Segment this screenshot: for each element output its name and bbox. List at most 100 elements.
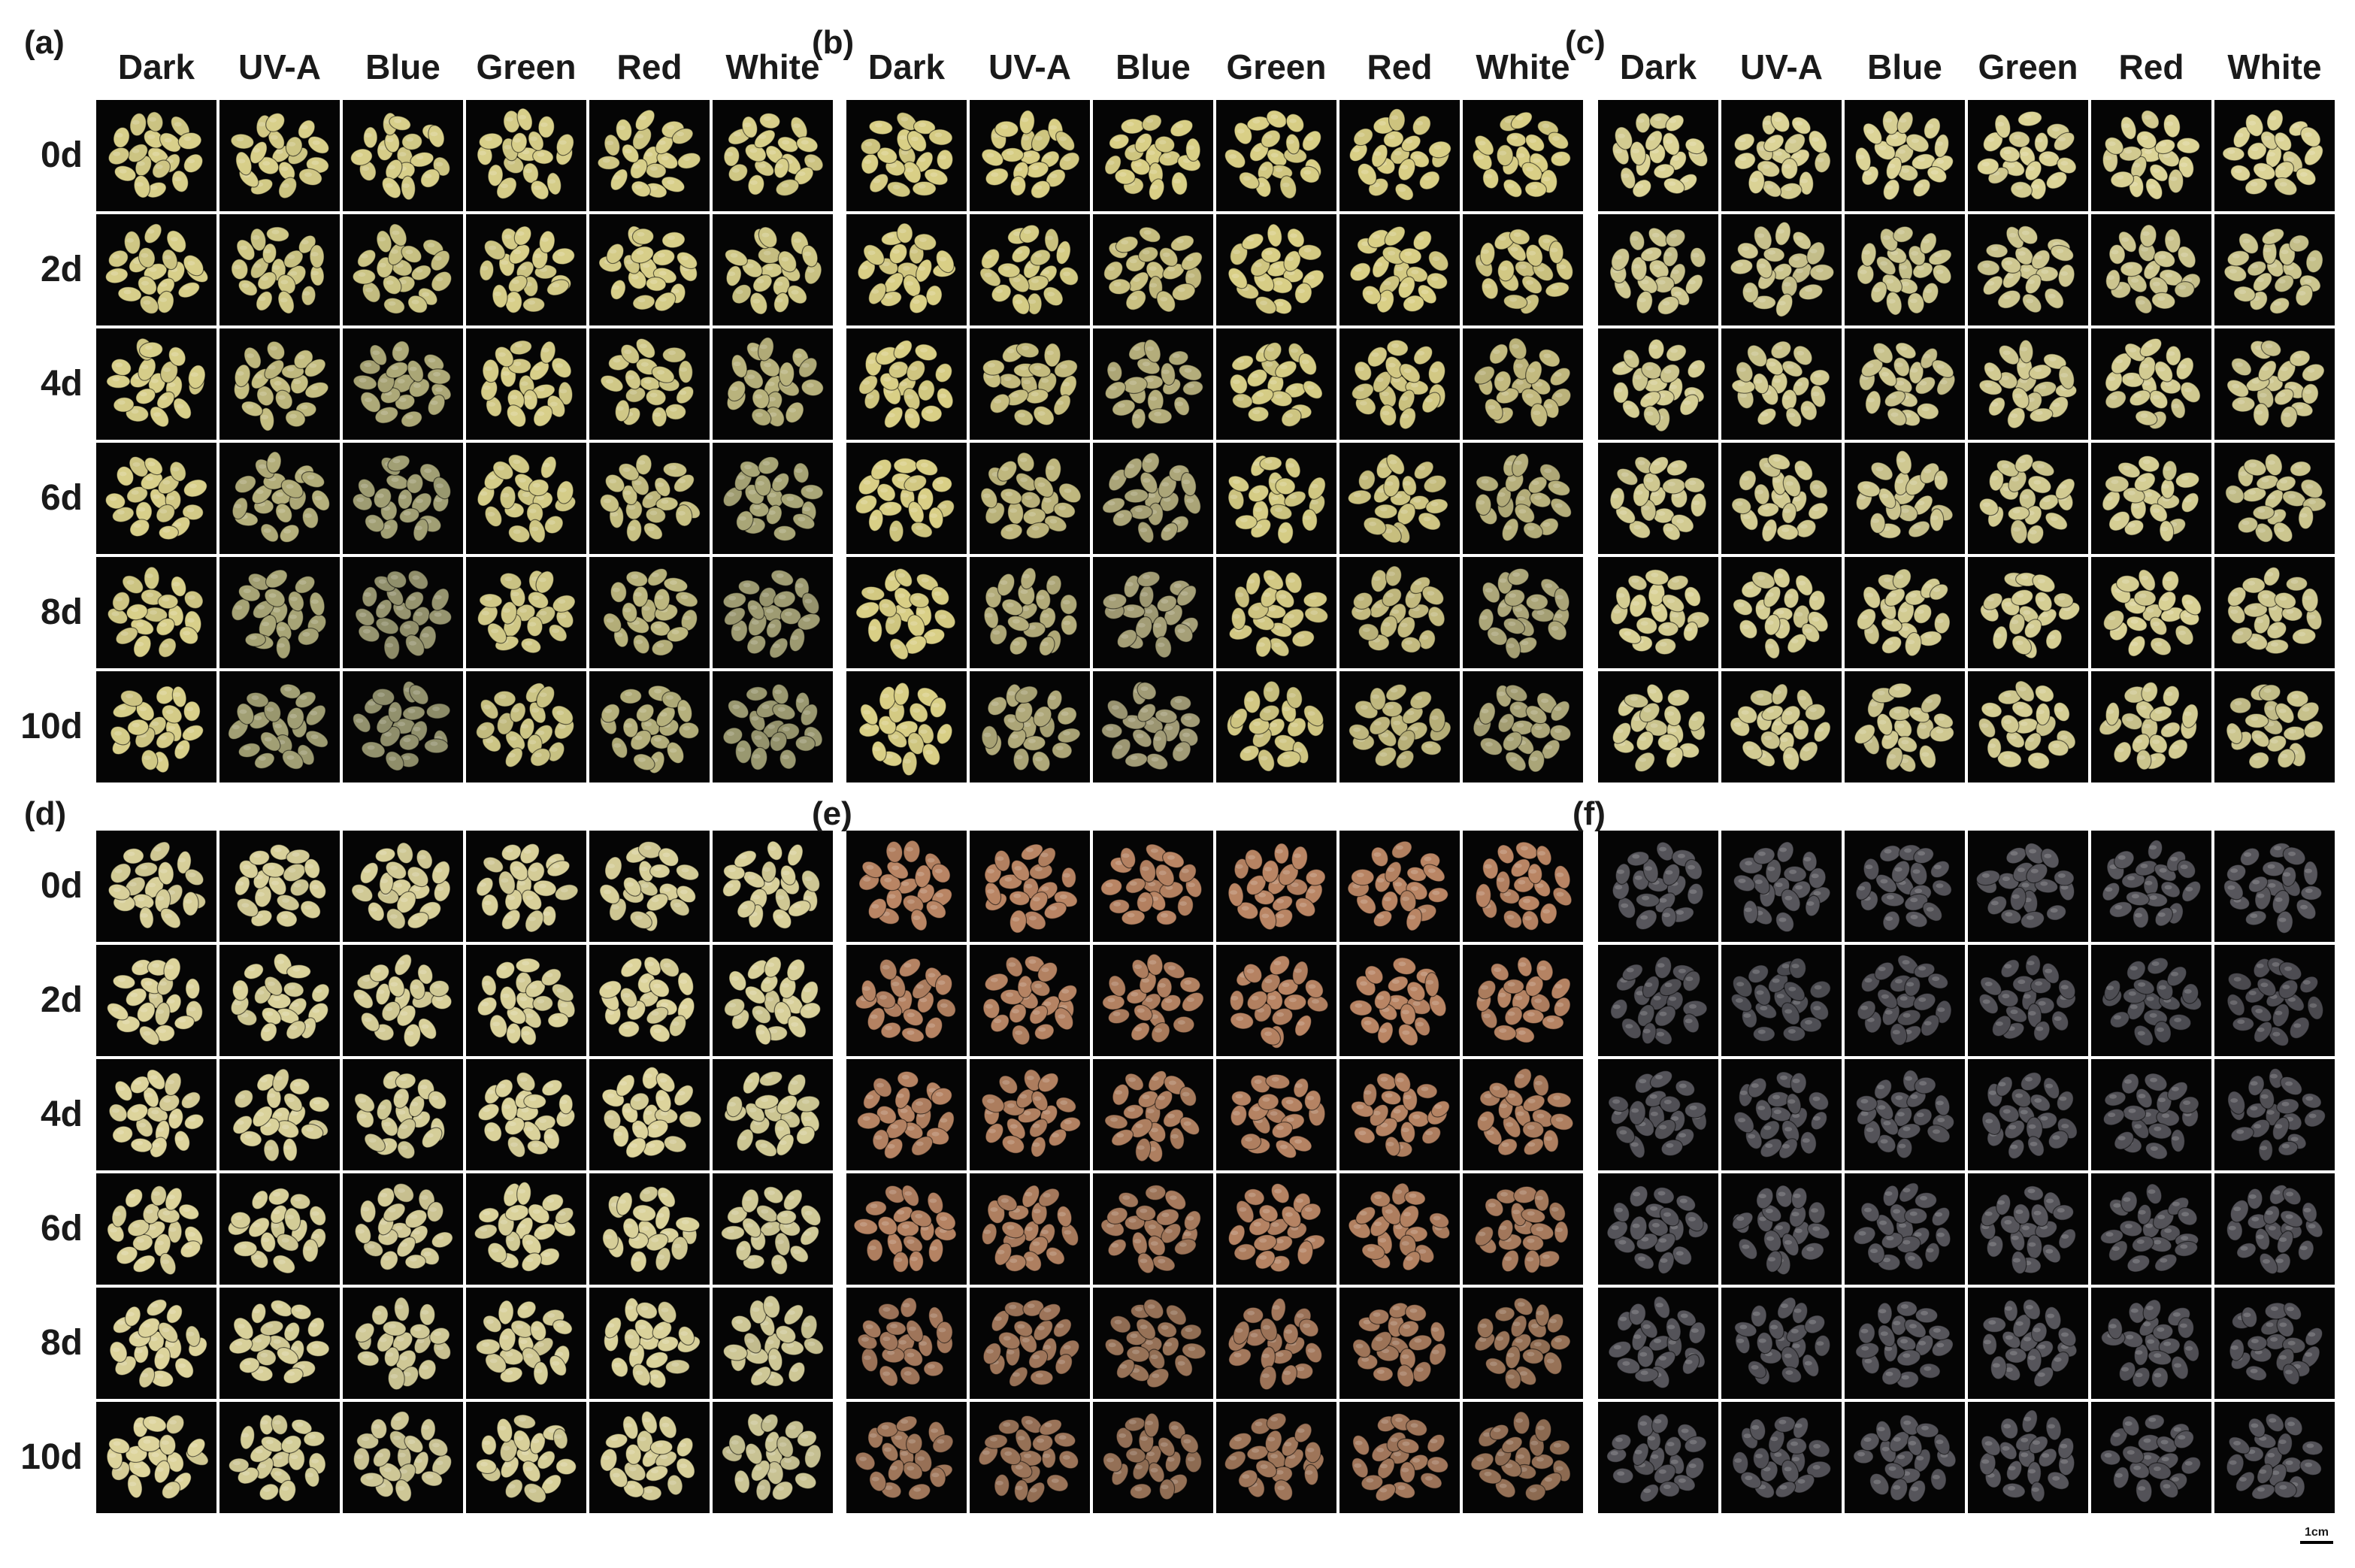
tuber-highlight: [1279, 481, 1287, 486]
tuber-highlight: [2258, 166, 2266, 171]
tuber: [913, 233, 937, 251]
tuber-highlight: [1056, 400, 1064, 405]
tuber: [662, 462, 688, 478]
tuber-highlight: [538, 883, 546, 888]
tuber: [153, 1233, 171, 1258]
tuber: [304, 359, 326, 377]
tuber-highlight: [386, 1075, 394, 1080]
tuber-highlight: [1268, 607, 1276, 612]
tuber-highlight: [1812, 507, 1820, 511]
tuber-highlight: [1167, 610, 1175, 616]
tuber: [526, 616, 543, 637]
tuber-highlight: [1794, 725, 1803, 730]
tuber-highlight: [1527, 525, 1535, 531]
tuber-highlight: [725, 152, 734, 156]
tuber: [110, 863, 132, 884]
tuber: [1263, 569, 1284, 591]
tuber: [649, 864, 670, 879]
tuber-highlight: [1542, 238, 1551, 244]
tuber-highlight: [380, 378, 388, 383]
tuber: [1505, 751, 1527, 772]
tuber-highlight: [882, 262, 890, 267]
tuber-highlight: [637, 460, 646, 465]
tuber-highlight: [168, 382, 176, 387]
tuber: [1123, 574, 1140, 598]
tuber-highlight: [2057, 595, 2066, 601]
tuber-highlight: [2017, 251, 2026, 256]
tuber-highlight: [1883, 235, 1890, 241]
tuber: [661, 232, 686, 249]
tuber: [677, 152, 701, 170]
tuber-highlight: [1389, 459, 1397, 465]
tuber: [1489, 344, 1509, 365]
tuber-highlight: [380, 410, 389, 416]
tuber: [1019, 224, 1040, 244]
tuber-highlight: [728, 1003, 737, 1008]
tuber: [532, 995, 554, 1012]
tuber: [1155, 636, 1172, 658]
tuber: [778, 362, 795, 387]
tuber-highlight: [1375, 262, 1382, 267]
tuber: [1549, 724, 1572, 742]
tuber-highlight: [1780, 737, 1788, 743]
tuber: [785, 401, 804, 423]
tuber: [787, 284, 807, 304]
column-header-white: White: [2227, 47, 2322, 86]
tuber-highlight: [630, 1143, 637, 1148]
tuber-photo: [846, 100, 967, 211]
tuber-highlight: [1916, 609, 1924, 614]
tuber-highlight: [2004, 602, 2012, 607]
tuber-highlight: [114, 731, 123, 736]
tuber: [537, 115, 555, 138]
tuber-photo: [96, 831, 216, 942]
tuber-highlight: [2267, 460, 2275, 465]
tuber-highlight: [274, 1112, 283, 1117]
tuber-highlight: [767, 510, 776, 515]
tuber-highlight: [762, 461, 770, 466]
tuber-highlight: [1922, 238, 1930, 244]
tuber-highlight: [292, 967, 301, 972]
tuber-highlight: [263, 249, 271, 254]
tuber-highlight: [1615, 728, 1624, 734]
tuber-highlight: [1405, 640, 1412, 645]
tuber-highlight: [147, 229, 155, 234]
tuber: [476, 876, 494, 897]
tuber-highlight: [2060, 373, 2069, 378]
tuber: [427, 368, 451, 385]
tuber-highlight: [1772, 478, 1781, 483]
tuber: [394, 953, 412, 976]
tuber-highlight: [1688, 141, 1697, 147]
tuber-highlight: [2261, 594, 2269, 599]
tuber-highlight: [928, 631, 936, 637]
tuber-highlight: [144, 981, 153, 986]
tuber-highlight: [801, 363, 810, 368]
tuber-highlight: [2286, 609, 2294, 614]
tuber-highlight: [147, 462, 156, 467]
tuber-highlight: [398, 722, 406, 727]
tuber-highlight: [1129, 259, 1137, 264]
tuber-highlight: [424, 468, 432, 474]
tuber: [1539, 463, 1561, 483]
tuber-highlight: [1872, 518, 1879, 523]
tuber-highlight: [1146, 720, 1155, 725]
tuber: [1854, 147, 1872, 171]
tuber-highlight: [1785, 481, 1793, 486]
tuber-highlight: [633, 1097, 641, 1102]
tuber: [630, 246, 654, 264]
photo-cell-blue-6d: [1845, 443, 1965, 554]
tuber-highlight: [1671, 613, 1679, 618]
tuber-highlight: [186, 618, 195, 623]
tuber-highlight: [2234, 701, 2242, 706]
tuber-highlight: [744, 465, 752, 470]
tuber-photo: [1845, 100, 1965, 211]
tuber: [659, 958, 680, 978]
photo-cell-red-6d: [589, 443, 710, 554]
tuber: [1904, 631, 1922, 657]
tuber: [149, 841, 171, 862]
tuber-highlight: [389, 707, 397, 713]
tuber-highlight: [2029, 530, 2037, 534]
tuber-highlight: [1552, 483, 1560, 489]
tuber: [742, 1071, 761, 1094]
tuber: [558, 1094, 574, 1115]
tuber: [1395, 749, 1415, 769]
